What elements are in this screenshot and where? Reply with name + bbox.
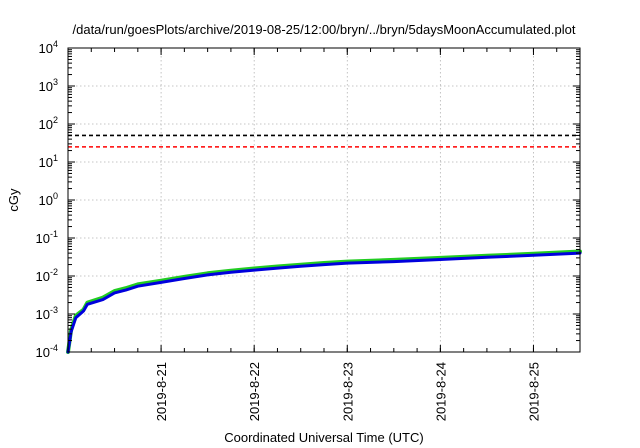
y-tick-base: 10 (39, 41, 53, 56)
y-tick-base: 10 (36, 231, 50, 246)
y-tick-exponent: -1 (50, 229, 58, 239)
y-tick-exponent: -3 (50, 305, 58, 315)
y-tick-label: 100 (39, 191, 58, 208)
y-tick-base: 10 (39, 79, 53, 94)
y-tick-base: 10 (36, 269, 50, 284)
y-tick-base: 10 (39, 155, 53, 170)
y-tick-label: 10-3 (36, 305, 58, 322)
x-tick-label: 2019-8-23 (340, 362, 355, 421)
y-tick-exponent: -4 (50, 343, 58, 353)
x-axis-label: Coordinated Universal Time (UTC) (224, 430, 423, 445)
y-tick-exponent: 2 (53, 115, 58, 125)
y-tick-label: 10-4 (36, 343, 58, 360)
y-axis-label: cGy (6, 188, 21, 212)
y-tick-base: 10 (36, 345, 50, 360)
x-tick-label: 2019-8-22 (247, 362, 262, 421)
y-tick-base: 10 (39, 117, 53, 132)
series-group (66, 249, 582, 354)
y-tick-label: 10-1 (36, 229, 58, 246)
y-tick-exponent: 0 (53, 191, 58, 201)
y-tick-exponent: 1 (53, 153, 58, 163)
y-tick-label: 104 (39, 39, 58, 56)
reference-lines (68, 134, 580, 148)
grid (68, 48, 580, 352)
y-tick-label: 102 (39, 115, 58, 132)
y-tick-label: 103 (39, 77, 58, 94)
x-tick-label: 2019-8-25 (526, 362, 541, 421)
x-tick-label: 2019-8-21 (154, 362, 169, 421)
y-tick-label: 10-2 (36, 267, 58, 284)
chart-title: /data/run/goesPlots/archive/2019-08-25/1… (73, 22, 576, 37)
x-tick-label: 2019-8-24 (433, 362, 448, 421)
y-tick-exponent: 4 (53, 39, 58, 49)
y-tick-exponent: -2 (50, 267, 58, 277)
series-line (66, 249, 582, 354)
y-tick-base: 10 (39, 193, 53, 208)
series-line (66, 251, 582, 354)
x-axis: 2019-8-21 2019-8-22 2019-8-23 2019-8-24 2019… (67, 48, 581, 421)
y-tick-exponent: 3 (53, 77, 58, 87)
y-tick-base: 10 (36, 307, 50, 322)
y-tick-label: 101 (39, 153, 58, 170)
